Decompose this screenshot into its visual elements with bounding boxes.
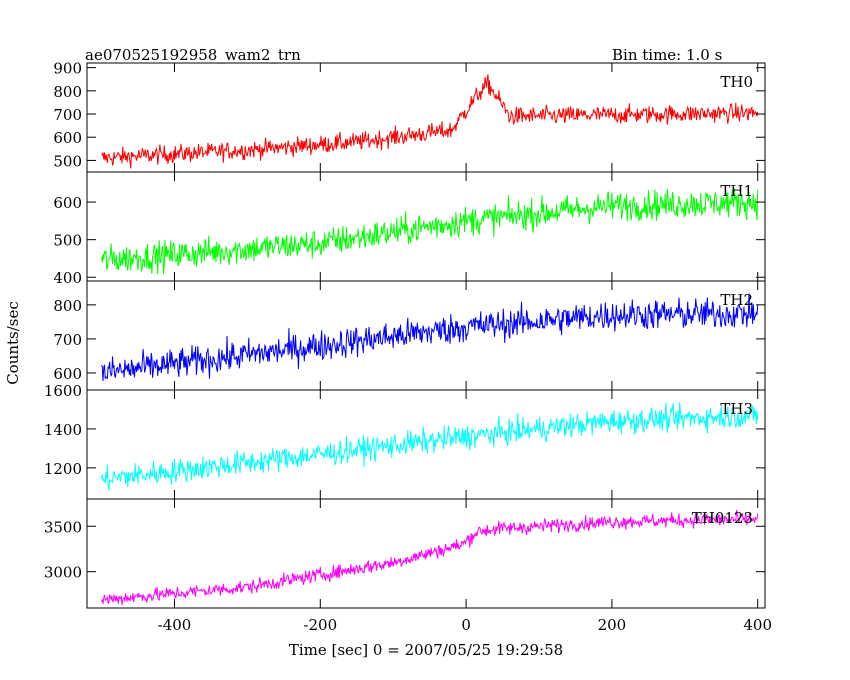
y-tick-label-th0123: 3000 [44, 564, 82, 582]
panel-label-th2: TH2 [720, 291, 753, 309]
panel-frame-th2 [86, 280, 766, 391]
bin-time-label: Bin time: 1.0 s [612, 46, 723, 64]
y-tick-label-th3: 1200 [44, 460, 82, 478]
panel-label-th1: TH1 [720, 182, 753, 200]
y-tick-label-th3: 1400 [44, 421, 82, 439]
y-tick-label-th1: 400 [53, 269, 82, 287]
y-axis-label: Counts/sec [4, 301, 22, 385]
y-tick-label-th2: 800 [53, 297, 82, 315]
panel-label-th0123: TH0123 [692, 509, 753, 527]
y-tick-label-th1: 600 [53, 194, 82, 212]
x-tick-label: -200 [303, 616, 337, 634]
series-line-th1 [101, 188, 759, 275]
x-tick-label: 400 [743, 616, 772, 634]
y-tick-label-th0: 800 [53, 83, 82, 101]
y-tick-label-th0: 600 [53, 129, 82, 147]
x-axis-label: Time [sec] 0 = 2007/05/25 19:29:58 [289, 641, 563, 659]
y-tick-label-th0: 500 [53, 152, 82, 170]
y-tick-label-th0: 900 [53, 60, 82, 78]
series-line-th0123 [101, 509, 759, 605]
y-tick-label-th1: 500 [53, 232, 82, 250]
y-tick-label-th2: 600 [53, 365, 82, 383]
x-tick-label: -400 [158, 616, 192, 634]
panel-label-th0: TH0 [720, 73, 753, 91]
x-tick-label: 200 [598, 616, 627, 634]
x-tick-label: 0 [461, 616, 471, 634]
series-line-th3 [101, 402, 759, 491]
series-line-th2 [101, 293, 759, 382]
series-line-th0 [101, 74, 759, 169]
panel-frame-th0123 [86, 498, 766, 609]
chart-title: ae070525192958_wam2_trn [85, 46, 301, 64]
y-tick-label-th2: 700 [53, 331, 82, 349]
panel-label-th3: TH3 [720, 400, 753, 418]
y-tick-label-th0123: 3500 [44, 518, 82, 536]
y-tick-label-th0: 700 [53, 106, 82, 124]
y-tick-label-th3: 1600 [44, 382, 82, 400]
